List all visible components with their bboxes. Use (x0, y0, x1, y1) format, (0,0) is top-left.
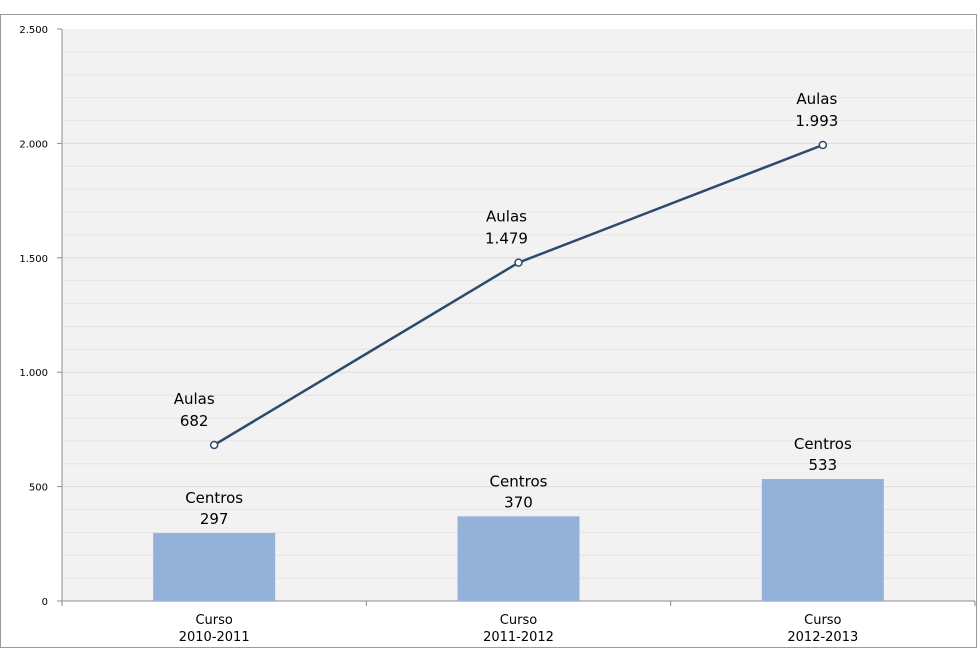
line-series (209, 140, 828, 450)
line-series-label: Aulas (174, 390, 215, 408)
data-labels: Centros 297 Centros 370 Centros 533 Aulas 682 Au… (174, 90, 852, 528)
y-tick-label: 1.000 (19, 368, 48, 379)
line-series-label: Aulas (796, 90, 837, 108)
line-series-label: Aulas (486, 208, 527, 226)
line-value-label: 1.479 (485, 230, 528, 248)
bar-series-label: Centros (490, 472, 548, 490)
line-point (514, 258, 523, 267)
bar-value-label: 533 (809, 456, 838, 474)
x-tick-label: 2011-2012 (483, 630, 554, 645)
line-point (818, 140, 828, 150)
line-value-label: 1.993 (795, 112, 838, 130)
y-tick-label: 2.500 (19, 25, 48, 36)
bar-value-label: 370 (504, 493, 533, 511)
y-axis: 0 500 1.000 1.500 2.000 2.500 (19, 25, 63, 608)
x-axis: Curso 2010-2011 Curso 2011-2012 Curso 2012-20… (61, 600, 976, 645)
x-tick-label: Curso (195, 613, 232, 628)
bar (153, 533, 276, 601)
y-tick-label: 1.500 (19, 254, 48, 265)
x-tick-label: 2012-2013 (787, 630, 858, 645)
line-point (209, 440, 219, 450)
bar (761, 479, 884, 601)
y-tick-label: 2.000 (19, 139, 48, 150)
x-tick-label: Curso (500, 613, 537, 628)
x-tick-label: Curso (804, 613, 841, 628)
x-tick-label: 2010-2011 (179, 630, 250, 645)
y-tick-label: 0 (42, 597, 48, 608)
bar (457, 516, 580, 601)
bar-value-label: 297 (200, 510, 229, 528)
bar-series (153, 479, 884, 601)
bar-series-label: Centros (185, 489, 243, 507)
bar-series-label: Centros (794, 435, 852, 453)
line-value-label: 682 (180, 412, 209, 430)
y-tick-label: 500 (29, 483, 48, 494)
